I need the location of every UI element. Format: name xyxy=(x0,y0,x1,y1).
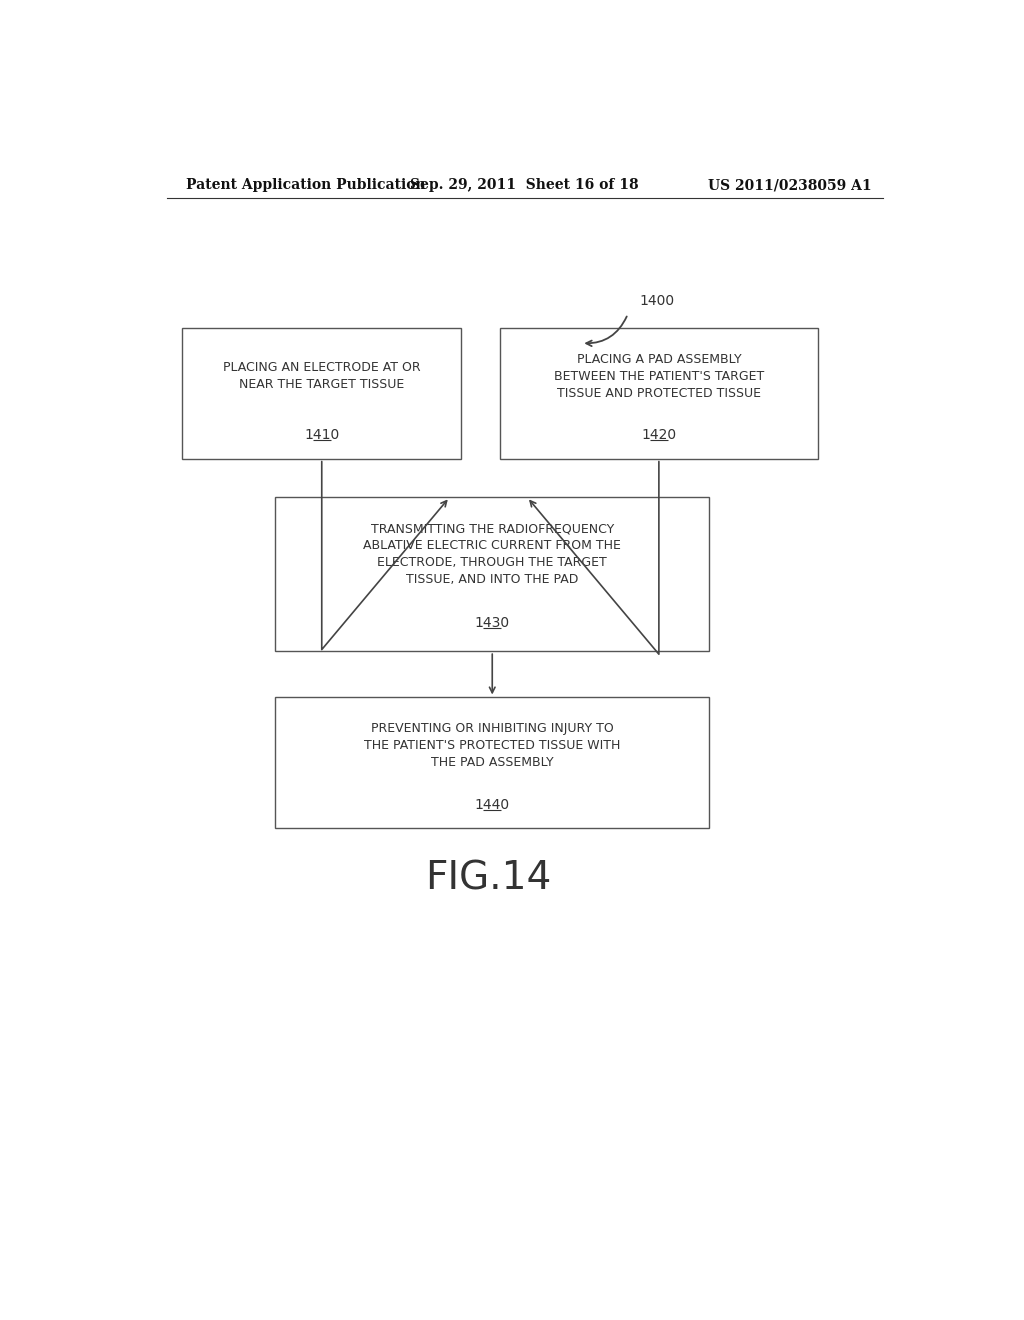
Text: TRANSMITTING THE RADIOFREQUENCY
ABLATIVE ELECTRIC CURRENT FROM THE
ELECTRODE, TH: TRANSMITTING THE RADIOFREQUENCY ABLATIVE… xyxy=(364,523,622,586)
Text: FIG.14: FIG.14 xyxy=(425,859,552,898)
FancyBboxPatch shape xyxy=(500,327,818,459)
Text: Sep. 29, 2011  Sheet 16 of 18: Sep. 29, 2011 Sheet 16 of 18 xyxy=(411,178,639,193)
FancyBboxPatch shape xyxy=(275,697,710,829)
Text: 1440: 1440 xyxy=(475,797,510,812)
Text: 1420: 1420 xyxy=(641,428,677,442)
Text: PLACING AN ELECTRODE AT OR
NEAR THE TARGET TISSUE: PLACING AN ELECTRODE AT OR NEAR THE TARG… xyxy=(223,362,421,391)
Text: Patent Application Publication: Patent Application Publication xyxy=(186,178,426,193)
Text: US 2011/0238059 A1: US 2011/0238059 A1 xyxy=(709,178,872,193)
FancyBboxPatch shape xyxy=(275,498,710,651)
Text: 1410: 1410 xyxy=(304,428,339,442)
Text: PREVENTING OR INHIBITING INJURY TO
THE PATIENT'S PROTECTED TISSUE WITH
THE PAD A: PREVENTING OR INHIBITING INJURY TO THE P… xyxy=(365,722,621,770)
Text: 1400: 1400 xyxy=(640,294,675,308)
FancyBboxPatch shape xyxy=(182,327,461,459)
Text: 1430: 1430 xyxy=(475,616,510,631)
Text: PLACING A PAD ASSEMBLY
BETWEEN THE PATIENT'S TARGET
TISSUE AND PROTECTED TISSUE: PLACING A PAD ASSEMBLY BETWEEN THE PATIE… xyxy=(554,352,764,400)
